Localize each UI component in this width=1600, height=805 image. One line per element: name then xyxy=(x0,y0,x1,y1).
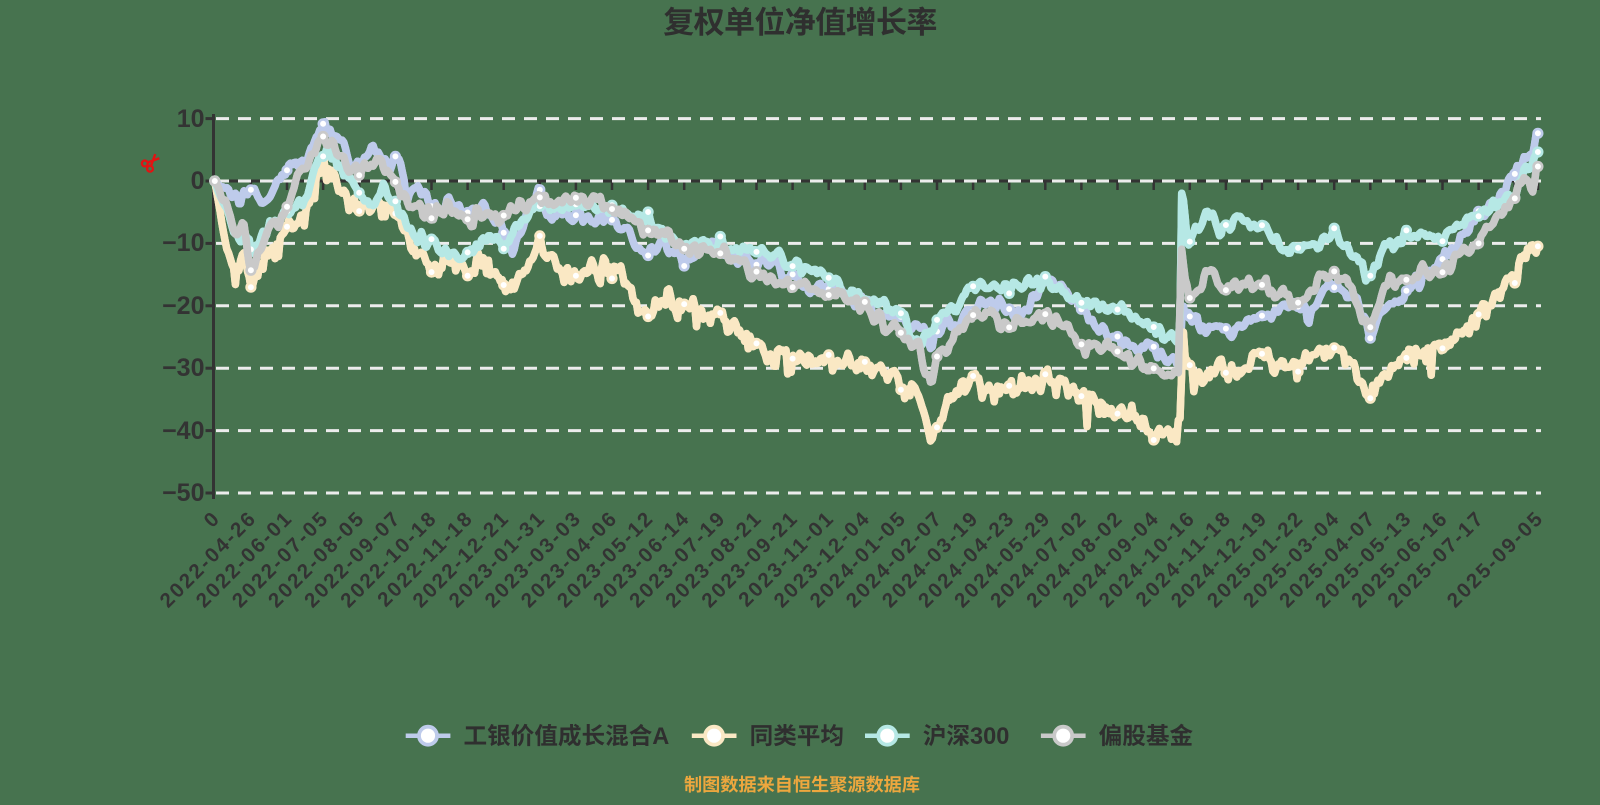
svg-text:0: 0 xyxy=(191,167,205,195)
svg-text:300: 300 xyxy=(970,724,1009,750)
svg-text:−20: −20 xyxy=(162,292,204,320)
svg-text:−50: −50 xyxy=(162,479,204,507)
svg-text:A: A xyxy=(652,724,669,750)
svg-text:−40: −40 xyxy=(162,417,204,445)
svg-text:−30: −30 xyxy=(162,354,204,382)
svg-text:10: 10 xyxy=(177,105,205,133)
svg-text:0: 0 xyxy=(199,506,225,532)
svg-text:−10: −10 xyxy=(162,229,204,257)
